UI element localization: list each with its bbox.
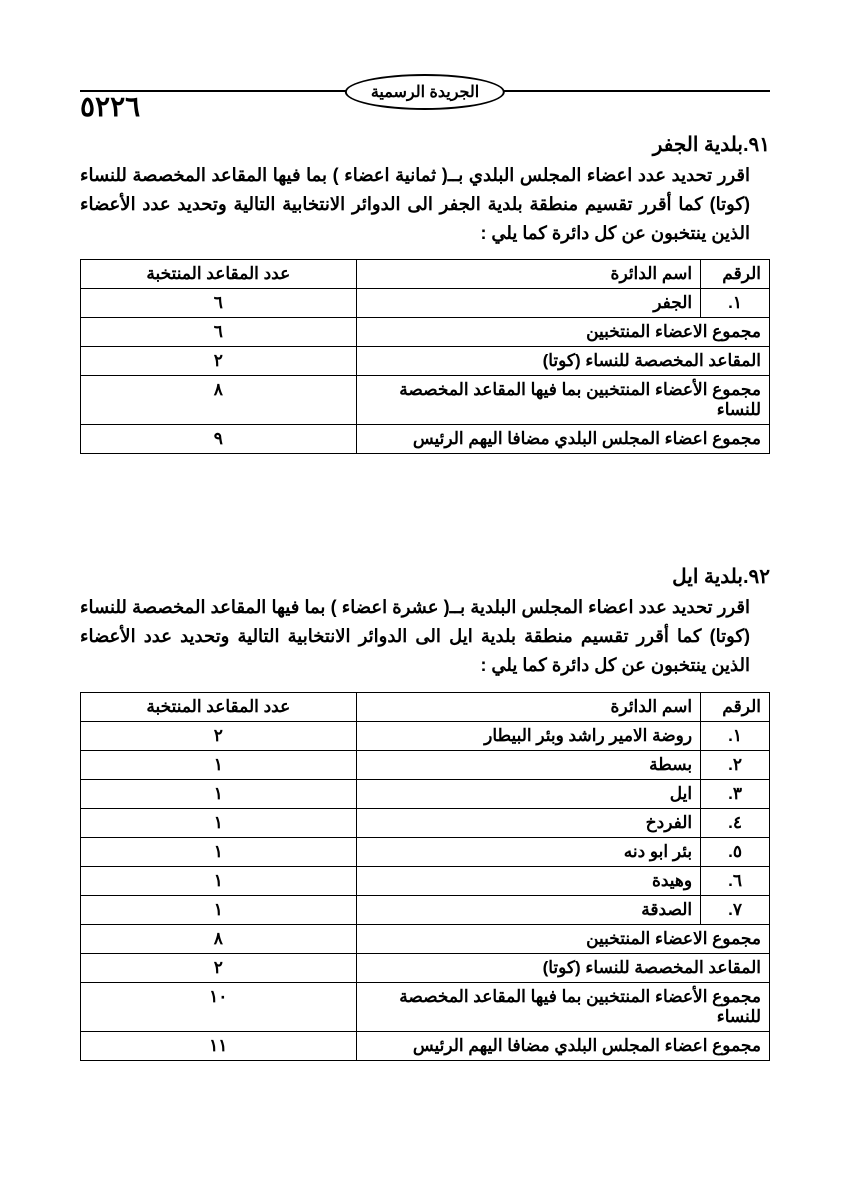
row-num: ١.: [701, 721, 770, 750]
summary-withwomen-value: ١٠: [81, 982, 357, 1031]
summary-row: مجموع الاعضاء المنتخبين ٨: [81, 924, 770, 953]
summary-president-label: مجموع اعضاء المجلس البلدي مضافا اليهم ال…: [356, 1031, 769, 1060]
row-seats: ١: [81, 750, 357, 779]
table-row: ١.الجفر٦: [81, 289, 770, 318]
summary-withwomen-label: مجموع الأعضاء المنتخبين بما فيها المقاعد…: [356, 982, 769, 1031]
summary-president-value: ١١: [81, 1031, 357, 1060]
row-seats: ١: [81, 895, 357, 924]
summary-president-label: مجموع اعضاء المجلس البلدي مضافا اليهم ال…: [356, 425, 769, 454]
header-seats: عدد المقاعد المنتخبة: [81, 692, 357, 721]
summary-row: مجموع الأعضاء المنتخبين بما فيها المقاعد…: [81, 982, 770, 1031]
row-district: الصدقة: [356, 895, 701, 924]
row-seats: ١: [81, 837, 357, 866]
section-2: ٩٢.بلدية ايل اقرر تحديد عدد اعضاء المجلس…: [80, 564, 770, 1060]
row-seats: ١: [81, 866, 357, 895]
table-row: ٢.بسطة١: [81, 750, 770, 779]
row-district: روضة الامير راشد وبئر البيطار: [356, 721, 701, 750]
row-district: الفردخ: [356, 808, 701, 837]
summary-row: مجموع الاعضاء المنتخبين ٦: [81, 318, 770, 347]
row-num: ٥.: [701, 837, 770, 866]
summary-quota-value: ٢: [81, 953, 357, 982]
table-row: ٥.بئر ابو دنه١: [81, 837, 770, 866]
summary-quota-label: المقاعد المخصصة للنساء (كوتا): [356, 347, 769, 376]
summary-elected-label: مجموع الاعضاء المنتخبين: [356, 318, 769, 347]
row-num: ٧.: [701, 895, 770, 924]
row-seats: ٢: [81, 721, 357, 750]
page-header: ٥٢٢٦ الجريدة الرسمية: [80, 90, 770, 92]
summary-row: مجموع الأعضاء المنتخبين بما فيها المقاعد…: [81, 376, 770, 425]
summary-withwomen-label: مجموع الأعضاء المنتخبين بما فيها المقاعد…: [356, 376, 769, 425]
row-district: الجفر: [356, 289, 701, 318]
summary-row: مجموع اعضاء المجلس البلدي مضافا اليهم ال…: [81, 425, 770, 454]
table-header-row: الرقم اسم الدائرة عدد المقاعد المنتخبة: [81, 260, 770, 289]
summary-elected-value: ٨: [81, 924, 357, 953]
table-row: ٣.ايل١: [81, 779, 770, 808]
table-row: ١.روضة الامير راشد وبئر البيطار٢: [81, 721, 770, 750]
summary-row: المقاعد المخصصة للنساء (كوتا) ٢: [81, 953, 770, 982]
summary-withwomen-value: ٨: [81, 376, 357, 425]
section-2-table: الرقم اسم الدائرة عدد المقاعد المنتخبة ١…: [80, 692, 770, 1061]
summary-elected-label: مجموع الاعضاء المنتخبين: [356, 924, 769, 953]
row-seats: ١: [81, 779, 357, 808]
section-1-table: الرقم اسم الدائرة عدد المقاعد المنتخبة ١…: [80, 259, 770, 454]
table-row: ٧.الصدقة١: [81, 895, 770, 924]
section-2-title: ٩٢.بلدية ايل: [80, 564, 770, 589]
row-num: ٢.: [701, 750, 770, 779]
row-district: وهيدة: [356, 866, 701, 895]
row-num: ٣.: [701, 779, 770, 808]
section-1-title: ٩١.بلدية الجفر: [80, 132, 770, 157]
row-seats: ١: [81, 808, 357, 837]
summary-president-value: ٩: [81, 425, 357, 454]
summary-row: المقاعد المخصصة للنساء (كوتا) ٢: [81, 347, 770, 376]
row-district: بسطة: [356, 750, 701, 779]
section-1-intro: اقرر تحديد عدد اعضاء المجلس البلدي بــ( …: [80, 161, 770, 247]
row-num: ٤.: [701, 808, 770, 837]
table-row: ٦.وهيدة١: [81, 866, 770, 895]
row-num: ٦.: [701, 866, 770, 895]
section-2-intro: اقرر تحديد عدد اعضاء المجلس البلدية بــ(…: [80, 593, 770, 679]
header-rule: الجريدة الرسمية: [80, 90, 770, 92]
header-seats: عدد المقاعد المنتخبة: [81, 260, 357, 289]
header-num: الرقم: [701, 692, 770, 721]
summary-quota-label: المقاعد المخصصة للنساء (كوتا): [356, 953, 769, 982]
table-row: ٤.الفردخ١: [81, 808, 770, 837]
table-header-row: الرقم اسم الدائرة عدد المقاعد المنتخبة: [81, 692, 770, 721]
section-spacer: [80, 464, 770, 524]
summary-row: مجموع اعضاء المجلس البلدي مضافا اليهم ال…: [81, 1031, 770, 1060]
page-number: ٥٢٢٦: [80, 90, 140, 123]
row-num: ١.: [701, 289, 770, 318]
header-num: الرقم: [701, 260, 770, 289]
header-district: اسم الدائرة: [356, 260, 701, 289]
row-district: بئر ابو دنه: [356, 837, 701, 866]
summary-elected-value: ٦: [81, 318, 357, 347]
section-1: ٩١.بلدية الجفر اقرر تحديد عدد اعضاء المج…: [80, 132, 770, 454]
summary-quota-value: ٢: [81, 347, 357, 376]
header-district: اسم الدائرة: [356, 692, 701, 721]
row-seats: ٦: [81, 289, 357, 318]
gazette-label: الجريدة الرسمية: [345, 74, 505, 110]
row-district: ايل: [356, 779, 701, 808]
